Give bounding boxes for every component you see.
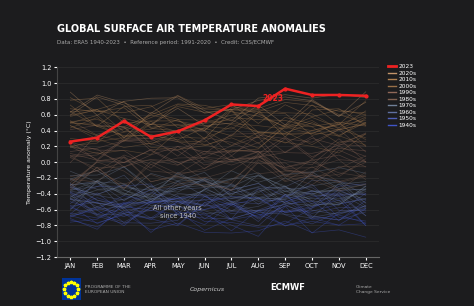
Text: 2023: 2023 xyxy=(263,94,283,103)
Text: Copernicus: Copernicus xyxy=(190,287,225,292)
Legend: 2023, 2020s, 2010s, 2000s, 1990s, 1980s, 1970s, 1960s, 1950s, 1940s: 2023, 2020s, 2010s, 2000s, 1990s, 1980s,… xyxy=(386,62,419,130)
Text: All other years
since 1940: All other years since 1940 xyxy=(154,205,202,218)
Text: Climate
Change Service: Climate Change Service xyxy=(356,285,390,294)
Y-axis label: Temperature anomaly (°C): Temperature anomaly (°C) xyxy=(27,120,32,204)
Text: PROGRAMME OF THE
EUROPEAN UNION: PROGRAMME OF THE EUROPEAN UNION xyxy=(85,285,131,294)
Text: Data: ERA5 1940-2023  •  Reference period: 1991-2020  •  Credit: C3S/ECMWF: Data: ERA5 1940-2023 • Reference period:… xyxy=(57,40,274,45)
Text: GLOBAL SURFACE AIR TEMPERATURE ANOMALIES: GLOBAL SURFACE AIR TEMPERATURE ANOMALIES xyxy=(57,24,326,35)
Text: ECMWF: ECMWF xyxy=(270,283,305,292)
